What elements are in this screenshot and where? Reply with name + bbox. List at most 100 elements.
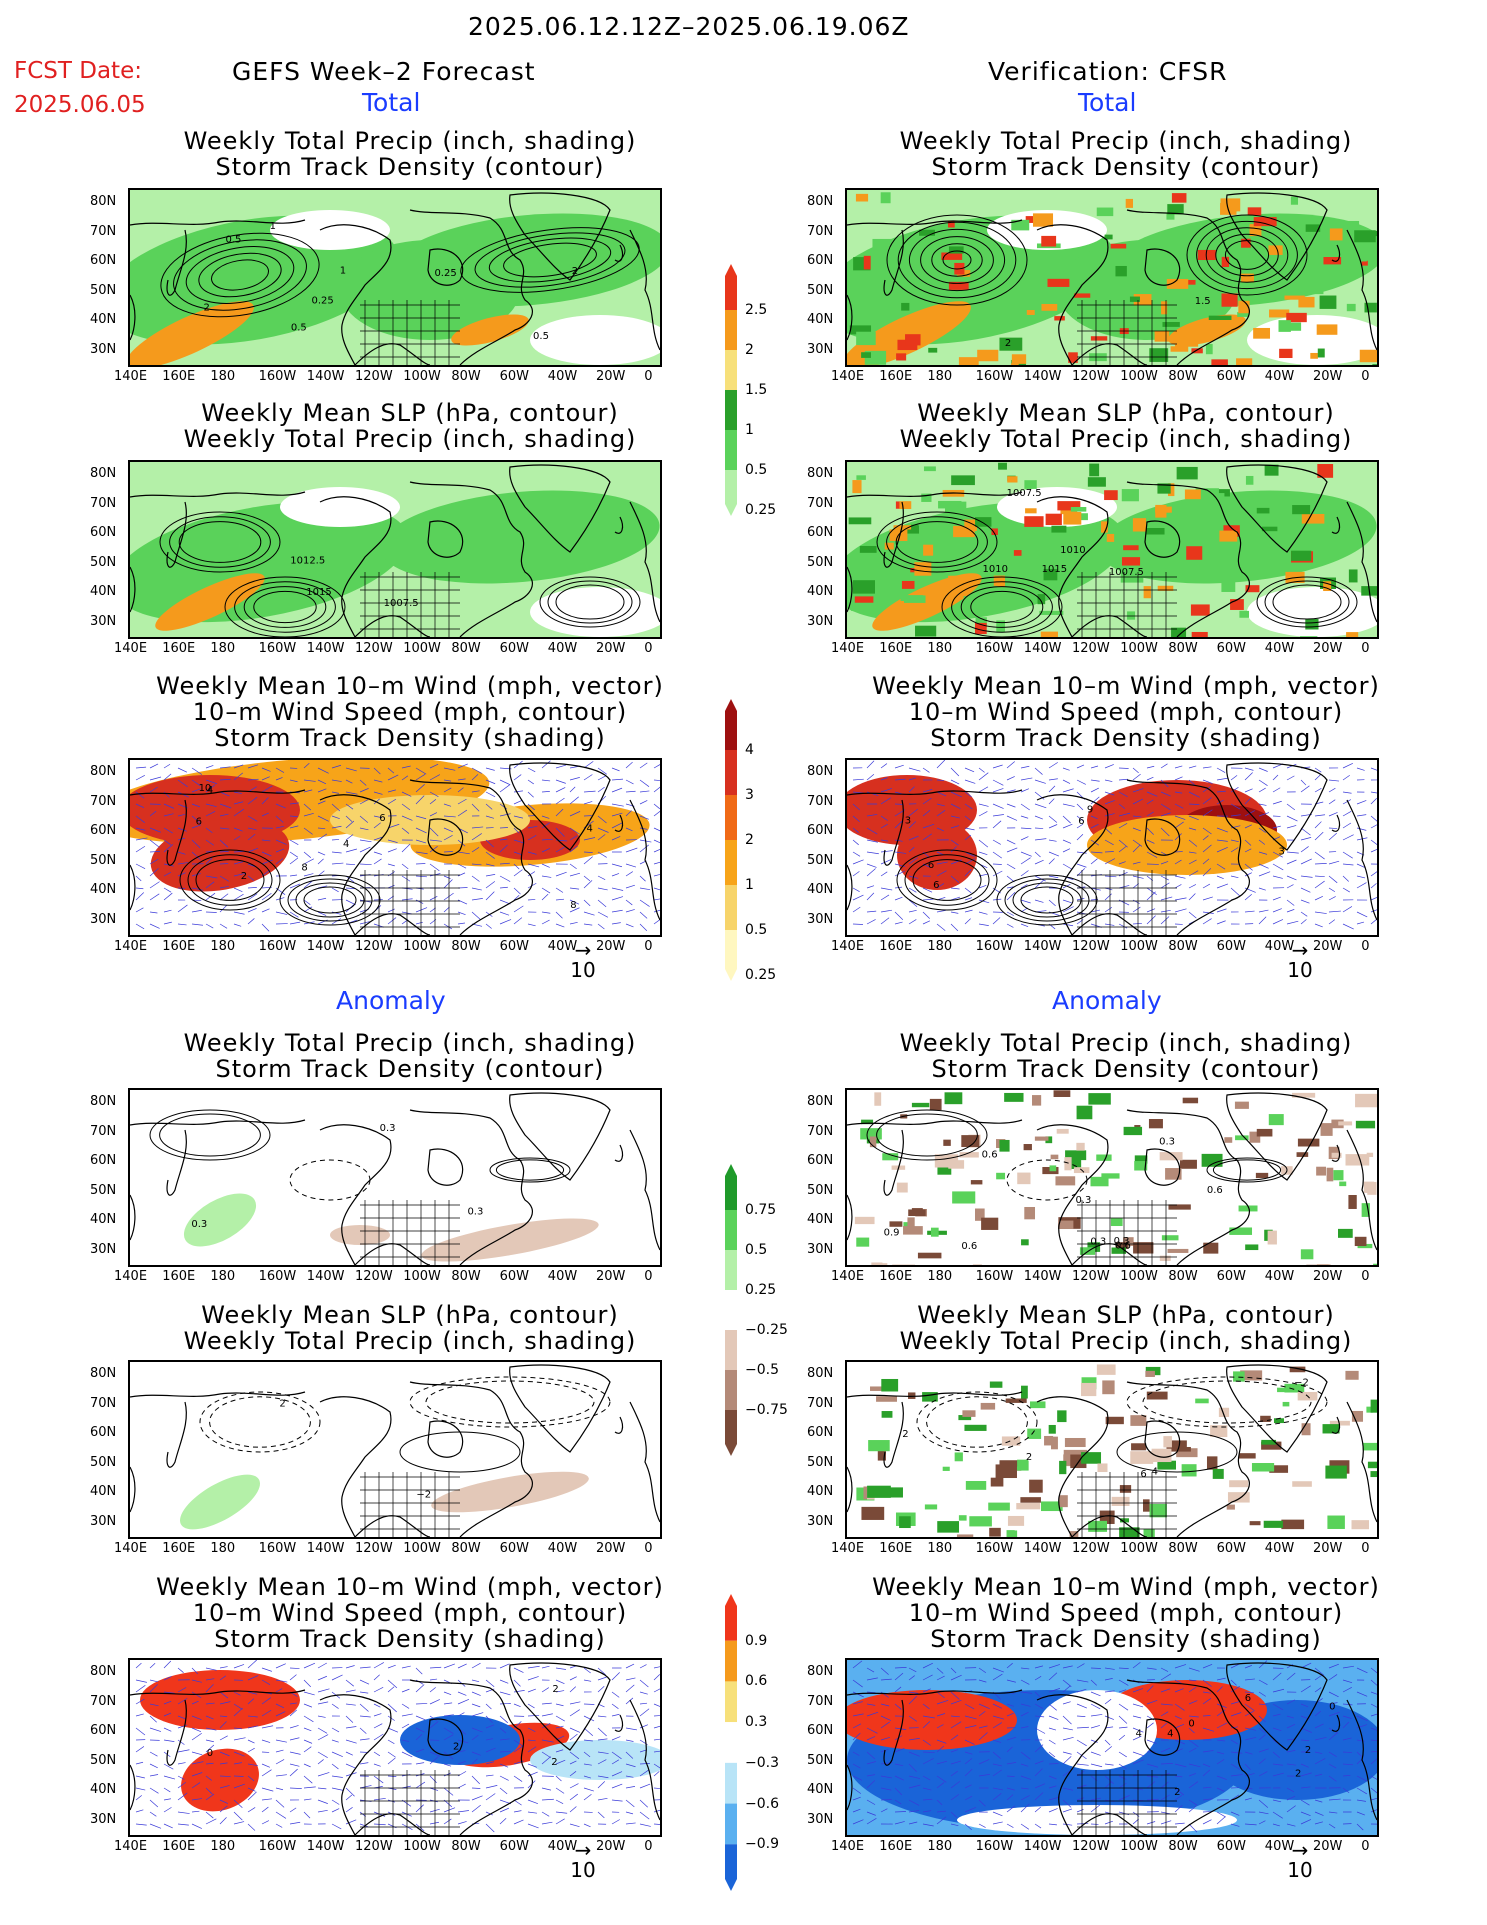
- wind-vector: [415, 851, 428, 855]
- wind-vector: [922, 789, 933, 793]
- wind-vector: [611, 1799, 623, 1802]
- contour-line: [179, 849, 281, 911]
- wind-vector: [1286, 825, 1297, 829]
- wind-vector: [653, 786, 660, 793]
- wind-vector: [1076, 1688, 1087, 1693]
- wind-vector: [894, 820, 904, 829]
- wind-vector: [922, 823, 935, 829]
- coastline: [1126, 779, 1250, 935]
- lat-tick-label: 80N: [807, 1094, 834, 1109]
- wind-vector: [894, 764, 904, 769]
- shading-cell: [930, 1227, 939, 1237]
- lon-tick-label: 20W: [1313, 939, 1343, 954]
- wind-vector: [992, 870, 1003, 877]
- contour-line: [996, 874, 1098, 926]
- wind-vector: [163, 909, 172, 913]
- wind-vector: [922, 767, 930, 773]
- panel-title-line: Weekly Mean 10–m Wind (mph, vector): [156, 1573, 664, 1601]
- wind-vector: [443, 1714, 454, 1717]
- wind-vector: [611, 1672, 620, 1681]
- wind-vector: [429, 799, 437, 805]
- wind-vector: [443, 1702, 453, 1705]
- wind-vector: [387, 1727, 399, 1733]
- wind-vector: [345, 1751, 353, 1756]
- wind-vector: [978, 1725, 988, 1729]
- lon-tick-label: 140W: [1023, 369, 1062, 384]
- wind-vector: [1020, 1795, 1030, 1801]
- wind-vector: [317, 1751, 328, 1758]
- colorbar-segment: [725, 885, 737, 930]
- wind-vector: [555, 808, 564, 817]
- lon-tick-label: 120W: [1072, 1269, 1110, 1284]
- wind-vector: [205, 1793, 215, 1801]
- shading-cell: [1044, 1435, 1054, 1446]
- wind-vector: [1090, 765, 1099, 769]
- wind-vector: [611, 1819, 620, 1825]
- lon-tick-label: 160E: [879, 1839, 913, 1854]
- shading-cell: [1329, 1420, 1350, 1426]
- wind-vector: [317, 1809, 328, 1813]
- shading-cell: [1238, 1205, 1258, 1212]
- wind-vector: [597, 1727, 607, 1737]
- wind-vector: [1328, 1732, 1338, 1741]
- wind-vector: [177, 862, 189, 865]
- wind-vector: [163, 1676, 172, 1681]
- wind-vector: [597, 767, 607, 775]
- shading-cell: [1034, 1136, 1049, 1141]
- wind-vector: [1174, 1822, 1185, 1825]
- wind-vector: [289, 883, 301, 889]
- wind-vector: [1272, 1763, 1283, 1766]
- wind-vector: [950, 923, 959, 932]
- shading-cell: [999, 337, 1023, 351]
- wind-vector: [1048, 1672, 1058, 1681]
- wind-vector: [1160, 916, 1170, 925]
- contour-line: [211, 259, 269, 291]
- wind-vector: [457, 1663, 467, 1669]
- wind-vector: [219, 885, 230, 889]
- wind-vector: [247, 1807, 256, 1813]
- lon-tick-label: 20W: [596, 1839, 626, 1854]
- wind-vector: [611, 873, 620, 877]
- wind-vector: [1174, 833, 1182, 841]
- wind-vector: [513, 887, 521, 895]
- wind-vector: [275, 1811, 287, 1819]
- shading-cell: [1041, 303, 1058, 311]
- wind-vector: [1104, 1698, 1112, 1705]
- lon-tick-label: 120W: [1072, 1541, 1110, 1556]
- wind-vector: [1314, 851, 1325, 860]
- wind-vector: [1090, 1751, 1101, 1756]
- wind-vector: [513, 869, 523, 877]
- wind-vector: [1118, 791, 1128, 798]
- wind-vector: [149, 786, 158, 793]
- contour-label: 10: [199, 783, 212, 794]
- wind-vector: [233, 1751, 245, 1757]
- wind-vector: [261, 908, 270, 913]
- wind-vector: [513, 1775, 523, 1782]
- wind-vector: [191, 1732, 202, 1741]
- lon-tick-label: 160W: [975, 1269, 1014, 1284]
- wind-vector: [880, 823, 888, 829]
- wind-vector: [317, 1675, 328, 1681]
- wind-vector: [1342, 1787, 1350, 1794]
- wind-vector: [1244, 1727, 1257, 1731]
- lon-tick-label: 100W: [1120, 1839, 1158, 1854]
- wind-vector: [1090, 1714, 1103, 1717]
- wind-vector: [527, 899, 536, 901]
- wind-vector: [1230, 775, 1238, 781]
- shading-cell: [937, 1521, 960, 1533]
- lon-tick-label: 140E: [831, 369, 865, 384]
- wind-vector: [1034, 1703, 1044, 1709]
- wind-vector: [866, 1736, 876, 1741]
- map-panel: 0.3 0.3 0.3: [128, 1088, 662, 1267]
- shading-cell: [1195, 1398, 1209, 1404]
- wind-vector: [569, 786, 576, 793]
- shading-cell: [874, 1092, 882, 1106]
- wind-vector: [1314, 1773, 1323, 1777]
- wind-vector: [950, 1715, 960, 1718]
- wind-vector: [852, 1713, 864, 1717]
- coastline: [847, 491, 1023, 498]
- wind-vector: [950, 1794, 960, 1801]
- colorbar-label: 0.5: [745, 1242, 768, 1258]
- wind-vector: [443, 1663, 455, 1669]
- coastline: [166, 1401, 187, 1468]
